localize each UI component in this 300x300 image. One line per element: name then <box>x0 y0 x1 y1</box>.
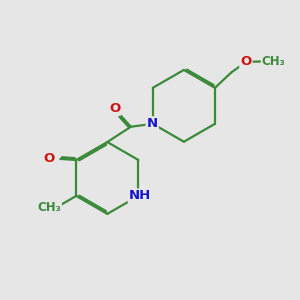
Text: O: O <box>109 102 120 115</box>
Text: O: O <box>240 56 251 68</box>
Text: NH: NH <box>129 189 151 203</box>
Text: CH₃: CH₃ <box>262 55 285 68</box>
Text: CH₃: CH₃ <box>37 201 61 214</box>
Text: O: O <box>43 152 54 165</box>
Text: N: N <box>147 117 158 130</box>
